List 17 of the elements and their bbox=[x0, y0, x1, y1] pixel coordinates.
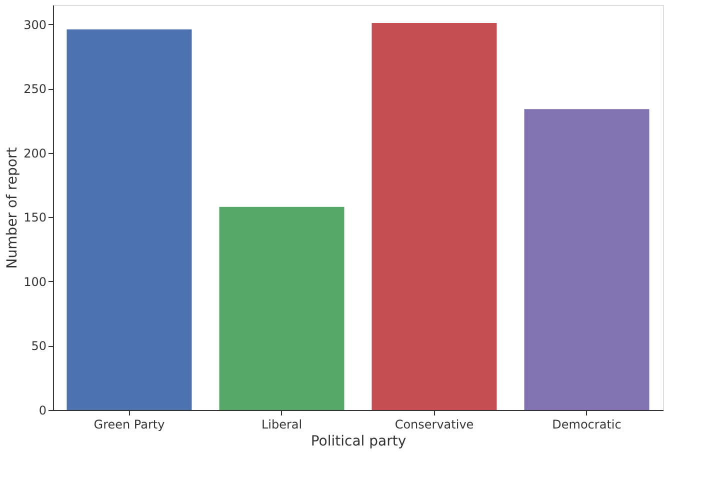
bar bbox=[219, 206, 344, 410]
y-tick-label: 100 bbox=[24, 274, 46, 289]
x-tick-label: Conservative bbox=[394, 418, 474, 432]
x-tick-label: Green Party bbox=[94, 418, 165, 432]
bar bbox=[524, 109, 650, 410]
y-tick-label: 0 bbox=[38, 404, 46, 418]
y-tick-label: 200 bbox=[24, 146, 46, 160]
bar bbox=[66, 29, 192, 410]
bar bbox=[372, 23, 497, 410]
y-axis-title: Number of report bbox=[4, 146, 21, 269]
y-tick-label: 50 bbox=[31, 339, 46, 354]
y-tick-label: 300 bbox=[24, 18, 46, 32]
x-tick-label: Democratic bbox=[552, 418, 622, 432]
y-tick-label: 250 bbox=[24, 82, 46, 96]
x-axis-title: Political party bbox=[310, 434, 406, 450]
x-tick-label: Liberal bbox=[261, 418, 302, 432]
y-tick-label: 150 bbox=[24, 210, 46, 225]
